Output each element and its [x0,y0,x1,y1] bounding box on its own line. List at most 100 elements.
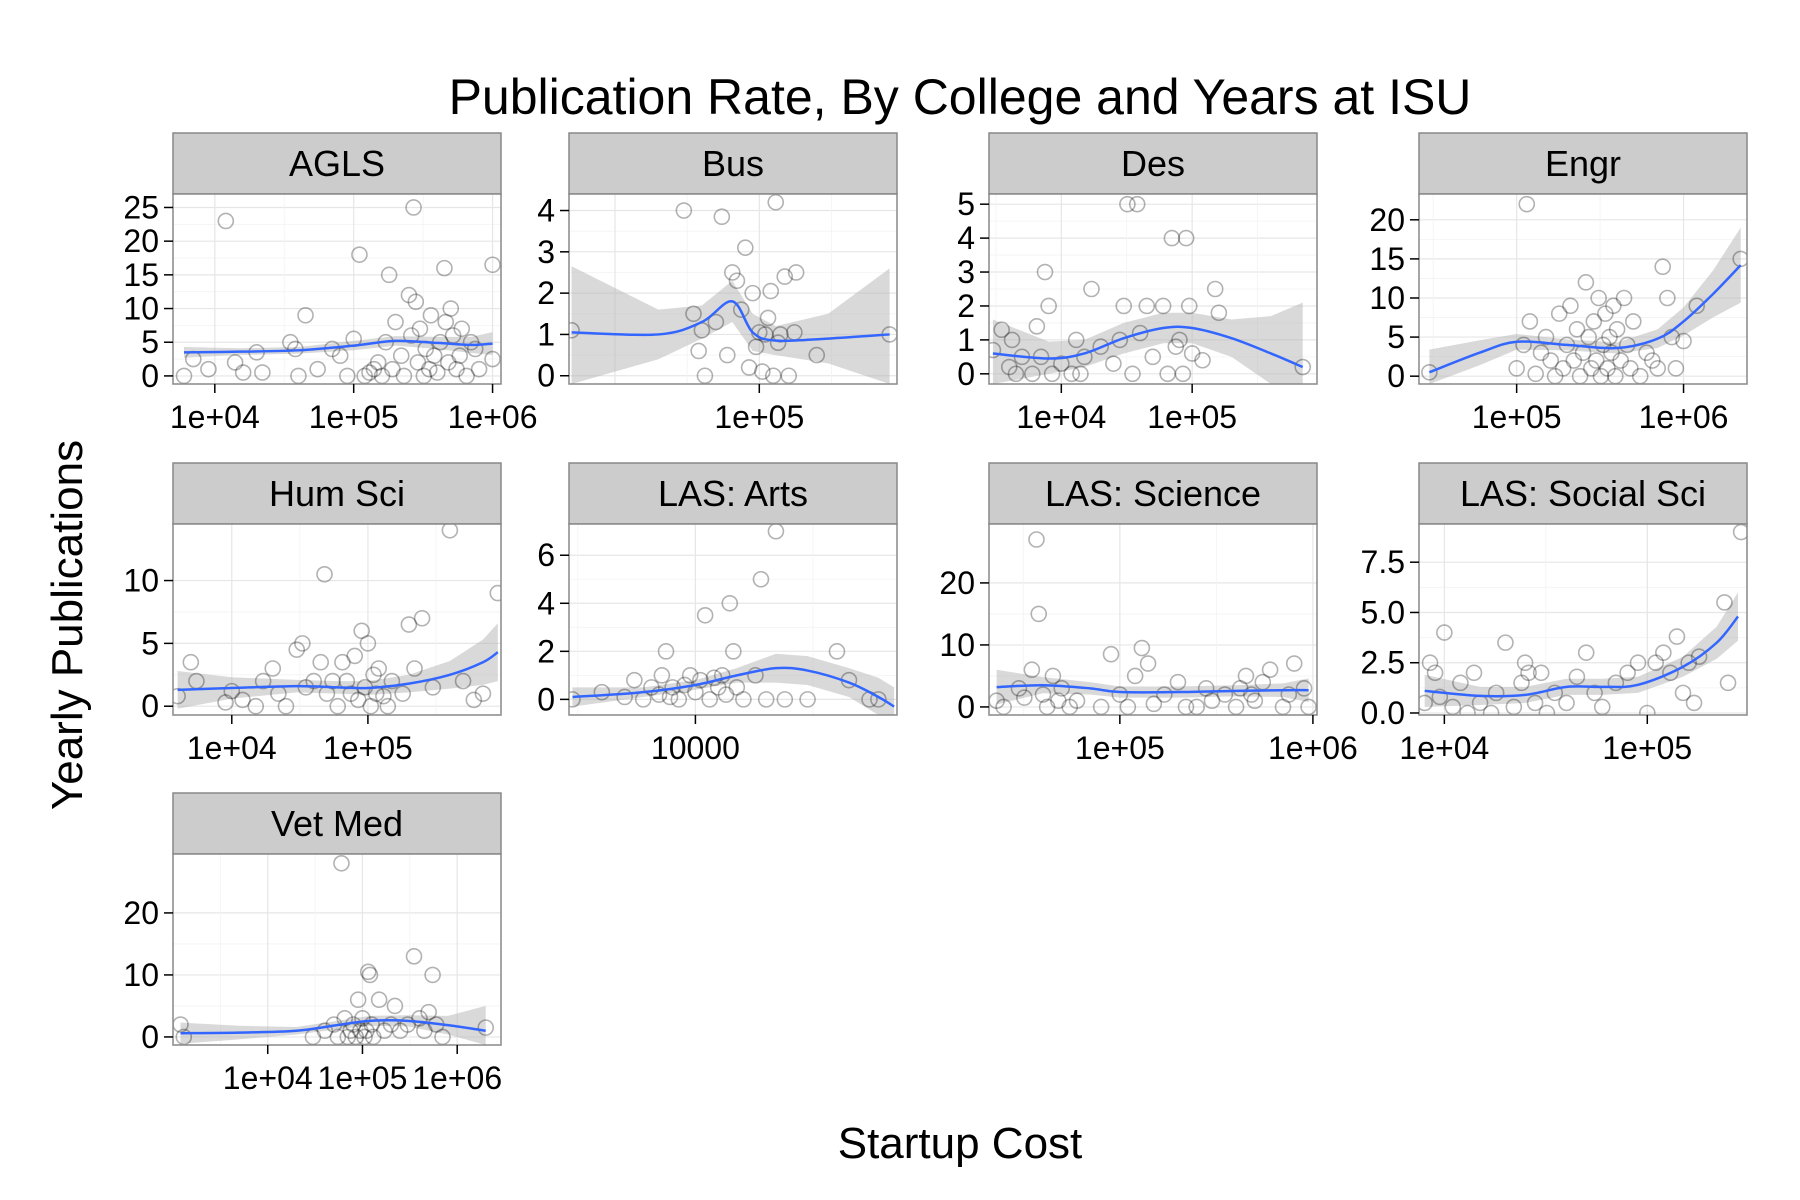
y-tick-label: 0 [141,358,159,394]
data-point [1527,365,1544,383]
data-point [1210,304,1228,322]
y-axis-title: Yearly Publications [43,440,92,810]
data-point [1024,365,1041,383]
data-point [1654,258,1671,276]
data-point [740,359,758,376]
panel-border-hum-sci [172,523,502,716]
data-point [1601,328,1618,346]
data-point [361,966,379,984]
data-point [1243,686,1260,703]
y-tick-label: 25 [123,189,159,225]
data-point [1580,328,1597,346]
smooth-line-engr [1428,264,1742,374]
data-point [1608,320,1626,338]
data-point [1285,655,1303,672]
data-point [1459,704,1476,715]
panel-strip-hum-sci [172,462,502,525]
data-point [1568,320,1586,338]
x-tick-label: 1e+06 [448,399,538,435]
data-point [346,647,364,665]
points-las-social-sci [1419,524,1747,715]
data-point [1594,336,1612,354]
data-point [1603,344,1620,362]
data-point [1092,338,1110,355]
data-point [675,202,693,219]
data-point [470,360,488,378]
data-point [200,360,217,378]
x-tick-label: 10000 [651,730,740,766]
panel-border-engr [1418,193,1748,385]
data-point [405,948,423,965]
y-tick-label: 10 [123,563,159,599]
data-point [422,306,440,324]
data-point [1562,297,1579,315]
data-point [437,313,455,331]
points-des [989,195,1312,383]
data-point [692,671,709,689]
data-point [363,1016,380,1033]
y-tick-label: 1 [537,316,555,352]
data-point [1532,344,1550,362]
data-point [754,363,771,380]
y-tick-label: 20 [123,223,159,259]
data-point [1599,360,1616,377]
y-tick-label: 10 [123,957,159,993]
data-point [489,584,501,602]
x-tick-label: 1e+05 [1147,399,1237,435]
data-point [448,360,465,378]
x-tick-label: 1e+05 [714,399,804,435]
data-point [1111,331,1129,349]
data-point [223,682,241,700]
data-point [1083,280,1100,298]
data-point [747,667,764,684]
data-point [681,667,699,684]
data-point [297,306,314,324]
data-point [735,691,752,708]
data-point [724,264,741,281]
data-point [1526,694,1544,712]
x-tick-label: 1e+06 [1639,399,1729,435]
data-point [1659,289,1676,307]
data-point [1194,351,1211,369]
data-point [1133,639,1151,657]
x-tick-label: 1e+04 [1016,399,1106,435]
data-point [1076,348,1093,366]
data-point [713,208,731,226]
data-point [1542,352,1560,369]
data-point [1119,195,1136,213]
panel-vet-med: Vet Med 0 10 20 1e+04 1e+05 1e+06 [123,792,502,1096]
data-point [1028,318,1046,335]
y-tick-label: 3 [957,254,975,290]
data-point [1105,355,1122,372]
data-point [780,367,798,384]
x-tick-label: 1e+04 [187,730,277,766]
panel-border-bus [568,193,898,385]
data-point [1690,648,1708,665]
data-point [1126,667,1144,685]
data-point [349,691,367,709]
data-point [1619,664,1636,682]
data-point [442,300,460,317]
data-point [1497,634,1514,651]
data-point [1436,624,1453,641]
data-point [436,259,453,277]
data-point [767,524,785,540]
data-point [767,194,785,211]
data-point [1169,673,1187,691]
data-point [420,360,438,378]
data-point [407,293,425,311]
data-point [752,570,770,588]
data-point [409,354,427,371]
data-point [1007,365,1025,383]
data-point [1668,628,1686,645]
data-point [1518,195,1536,213]
data-point [369,354,387,371]
data-point [1482,704,1500,715]
data-point [769,334,787,351]
panel-strip-des [988,132,1318,195]
panel-strip-engr [1418,132,1748,195]
y-tick-label: 6 [537,537,555,573]
data-point [1183,345,1201,362]
data-point [425,347,443,365]
